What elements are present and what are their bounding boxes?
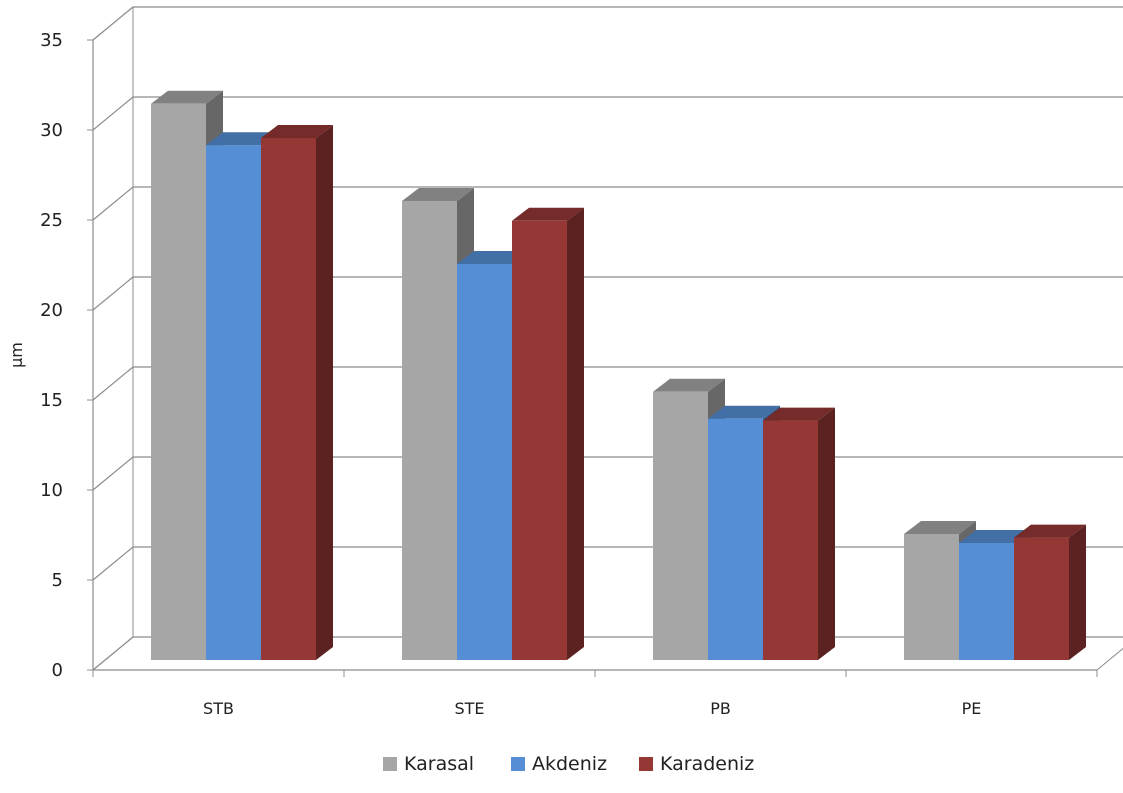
x-tick-label: PB [710,699,731,718]
tick-labels: 0 5 10 15 20 25 30 35 µm STB STE PB PE [7,30,981,718]
bar-karadeniz [1014,537,1069,660]
x-tick-label: PE [962,699,982,718]
gridline [92,276,1123,311]
legend-swatch-karasal [383,757,397,771]
legend-label-karasal: Karasal [404,753,474,775]
bar-karadeniz [512,220,567,661]
bar-top-karadeniz [1014,524,1086,538]
y-axis-title: µm [7,342,26,368]
bar-top-karasal [653,378,725,392]
gridline [92,186,1123,221]
gridline [92,96,1123,131]
legend-label-akdeniz: Akdeniz [532,753,607,775]
x-tick-label: STB [203,699,234,718]
bar-karadeniz [261,138,316,660]
bar-top-karadeniz [512,207,584,221]
x-tick-label: STE [454,699,484,718]
axes [87,39,1098,677]
y-tick-label: 15 [40,390,63,411]
y-tick-label: 5 [52,570,63,591]
y-tick-label: 20 [40,300,63,321]
bars [151,90,1086,661]
bar-akdeniz [959,543,1014,660]
y-tick-label: 10 [40,480,63,501]
bar-top-karasal [402,188,474,201]
bar-karasal [904,534,959,660]
bar-top-karasal [151,90,223,104]
bar-top-karasal [904,521,976,534]
side-wall [92,5,134,672]
y-tick-label: 25 [40,210,63,231]
bar-top-akdeniz [708,405,780,419]
bar-karasal [402,201,457,660]
legend: Karasal Akdeniz Karadeniz [383,753,754,775]
legend-swatch-karadeniz [639,757,653,771]
bar-karadeniz [763,420,818,660]
bar-top-akdeniz [457,251,529,264]
gridline [92,6,1123,41]
bar-karasal [653,391,708,660]
bar-side-karadeniz [818,407,835,660]
bar-top-akdeniz [959,530,1031,543]
bar-side-karadeniz [316,125,333,660]
gridline [92,366,1123,401]
bar-side-karadeniz [1069,524,1086,660]
y-tick-label: 30 [40,120,63,141]
y-tick-label: 0 [52,660,63,681]
legend-label-karadeniz: Karadeniz [660,753,754,775]
bar-top-akdeniz [206,132,278,146]
y-tick-label: 35 [40,30,63,51]
bar-karasal [151,103,206,661]
bar-akdeniz [708,418,763,660]
legend-swatch-akdeniz [511,757,525,771]
bar-akdeniz [457,264,512,660]
bar-top-karadeniz [763,407,835,421]
bar-top-karadeniz [261,125,333,138]
bar-side-karadeniz [567,207,584,661]
bar-akdeniz [206,145,261,660]
